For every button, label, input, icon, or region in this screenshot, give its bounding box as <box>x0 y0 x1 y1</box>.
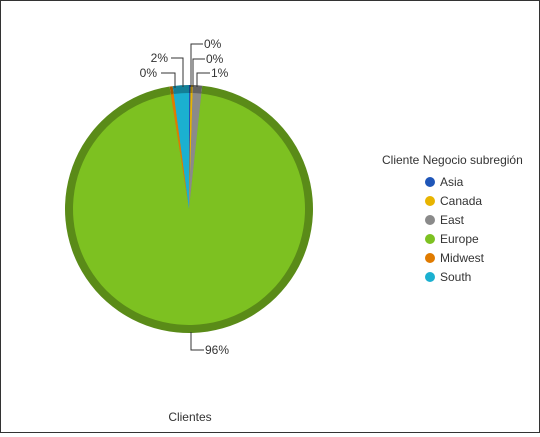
legend-item-midwest[interactable]: Midwest <box>425 248 523 267</box>
legend-swatch-asia <box>425 176 435 187</box>
data-label-europe: 96% <box>205 343 229 357</box>
legend-label-asia: Asia <box>440 174 464 189</box>
category-label: Clientes <box>168 410 212 424</box>
legend-label-canada: Canada <box>440 193 483 208</box>
legend-item-east[interactable]: East <box>425 210 523 229</box>
data-label-midwest: 0% <box>140 66 158 80</box>
leader-line-east <box>196 72 210 87</box>
legend-label-east: East <box>440 212 465 227</box>
data-label-canada: 0% <box>206 52 224 66</box>
legend-item-europe[interactable]: Europe <box>425 229 523 248</box>
leader-line-canada <box>192 58 205 87</box>
legend-swatch-east <box>425 214 435 225</box>
pie-labels: 0%0%1%96%0%2% <box>140 37 230 357</box>
leader-line-midwest <box>161 72 176 88</box>
legend-label-europe: Europe <box>440 231 479 246</box>
pie-slice-europe[interactable] <box>73 93 306 325</box>
legend-item-canada[interactable]: Canada <box>425 191 523 210</box>
legend-title: Cliente Negocio subregión <box>382 153 523 167</box>
leader-line-europe <box>190 332 204 351</box>
pie-chart: 0%0%1%96%0%2% <box>64 37 313 357</box>
legend-item-asia[interactable]: Asia <box>425 172 523 191</box>
legend-label-south: South <box>440 269 472 284</box>
legend-swatch-midwest <box>425 252 435 263</box>
data-label-south: 2% <box>151 51 169 65</box>
leader-line-asia <box>190 43 203 87</box>
legend-items: Asia Canada East Europe Midwest South <box>382 172 523 286</box>
legend-swatch-europe <box>425 233 435 244</box>
legend-swatch-canada <box>425 195 435 206</box>
legend: Cliente Negocio subregión Asia Canada East… <box>382 153 523 286</box>
pie-slices <box>64 85 313 334</box>
pie-slice-midwest[interactable] <box>170 94 189 209</box>
legend-label-midwest: Midwest <box>440 250 485 265</box>
data-label-asia: 0% <box>204 37 222 51</box>
pie-slice-south[interactable] <box>173 93 189 209</box>
pie-slice-east[interactable] <box>189 93 202 209</box>
legend-swatch-south <box>425 271 435 282</box>
leader-line-south <box>171 57 184 87</box>
data-label-east: 1% <box>211 66 229 80</box>
pie-slice-asia[interactable] <box>189 93 191 209</box>
legend-item-south[interactable]: South <box>425 267 523 286</box>
pie-slice-canada[interactable] <box>189 93 193 209</box>
